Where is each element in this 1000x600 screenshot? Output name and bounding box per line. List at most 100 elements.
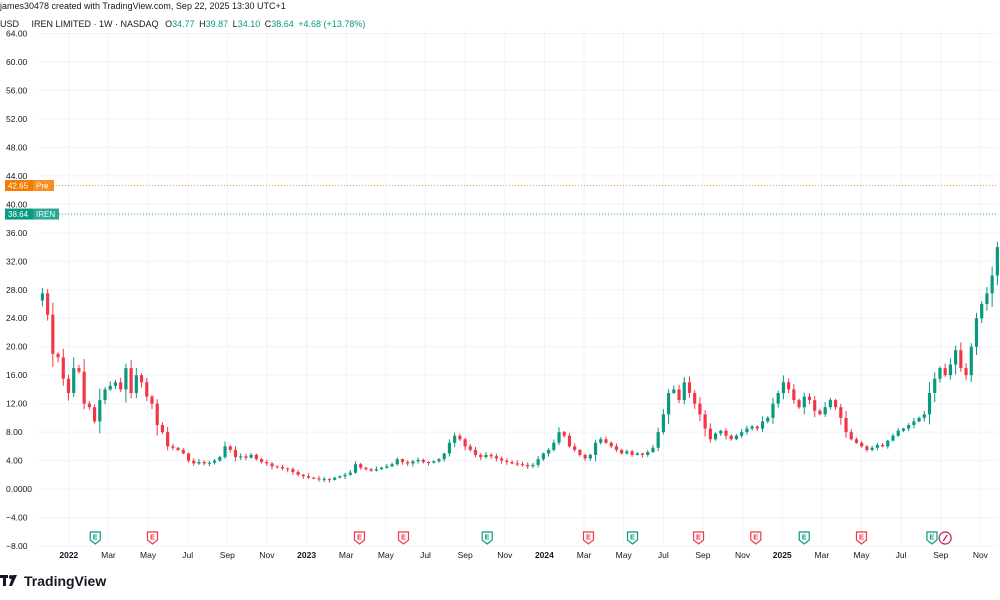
candle-body <box>145 382 149 397</box>
candle-body <box>442 453 446 460</box>
candle-body <box>745 428 749 433</box>
event-marker-bolt <box>942 534 948 542</box>
candle-body <box>259 459 264 463</box>
candle-body <box>792 389 796 401</box>
price-line-value-badge <box>5 208 33 220</box>
y-tick-label: 44.00 <box>6 171 28 181</box>
candle-body <box>468 446 472 450</box>
x-tick-label: Jul <box>658 550 669 560</box>
symbol-title[interactable]: IREN LIMITED · 1W · NASDAQ <box>31 19 159 29</box>
candle-body <box>505 460 509 463</box>
x-tick-label: Nov <box>973 550 989 560</box>
x-tick-label: May <box>853 550 870 560</box>
price-line-value: 42.65 <box>8 182 29 191</box>
candle-body <box>411 461 415 464</box>
earnings-marker <box>926 531 938 545</box>
candle-body <box>93 407 97 422</box>
candle-body <box>755 426 759 429</box>
x-tick-label: 2025 <box>773 550 792 560</box>
candle-body <box>787 382 791 390</box>
candle-body <box>406 462 410 464</box>
candle-body <box>484 454 488 458</box>
candle-body <box>176 447 180 450</box>
candle-body <box>458 435 462 440</box>
candle-body <box>875 444 879 448</box>
earnings-marker-label: E <box>93 533 98 542</box>
candle-body <box>719 430 723 434</box>
candle-body <box>98 400 102 422</box>
candles <box>40 241 999 483</box>
candle-body <box>134 375 138 393</box>
candle-body <box>578 449 582 455</box>
earnings-marker-label: E <box>859 533 864 542</box>
candle-body <box>192 460 196 464</box>
candle-body <box>453 435 457 443</box>
price-line-tag-badge <box>33 180 54 192</box>
candle-body <box>823 407 827 415</box>
candle-body <box>959 350 963 369</box>
candle-body <box>985 293 989 305</box>
candle-body <box>938 368 942 379</box>
candle-body <box>729 435 733 440</box>
candle-body <box>479 454 483 458</box>
price-chart[interactable]: 64.00 60.00 56.00 52.00 48.00 44.00 40.00 36.00… <box>0 0 1000 566</box>
candle-body <box>990 275 994 294</box>
candle-body <box>896 430 900 436</box>
x-tick-label: Jul <box>182 550 193 560</box>
x-tick-label: Mar <box>577 550 592 560</box>
candle-body <box>322 479 326 481</box>
candle-body <box>604 439 608 443</box>
close-label: C <box>264 19 272 29</box>
candle-body <box>312 477 316 479</box>
candle-body <box>155 403 159 426</box>
high-value: 39.87 <box>205 19 229 29</box>
candle-body <box>567 435 572 447</box>
change-value: +4.68 (+13.78%) <box>298 19 366 29</box>
candle-body <box>802 396 806 408</box>
candle-body <box>969 346 973 376</box>
candle-body <box>573 446 577 450</box>
candle-body <box>974 318 979 347</box>
candle-body <box>781 382 785 393</box>
candle-body <box>625 451 629 454</box>
candle-body <box>291 469 295 472</box>
candle-body <box>129 368 133 393</box>
candle-body <box>150 396 154 404</box>
candle-body <box>536 459 540 465</box>
candle-body <box>353 464 358 473</box>
y-tick-label: 40.00 <box>6 199 28 209</box>
earnings-marker-label: E <box>929 533 934 542</box>
candle-body <box>797 400 801 408</box>
x-tick-label: 2023 <box>297 550 316 560</box>
earnings-marker-label: E <box>485 533 490 542</box>
candle-body <box>588 454 592 459</box>
earnings-marker-label: E <box>586 533 591 542</box>
low-value: 34.10 <box>237 19 261 29</box>
candle-body <box>552 442 556 450</box>
candle-body <box>40 293 44 301</box>
candle-body <box>682 382 686 401</box>
candle-body <box>500 458 504 461</box>
brand-footer[interactable]: TradingView <box>0 568 300 596</box>
candle-body <box>489 454 493 457</box>
candle-body <box>640 453 645 455</box>
price-line-value: 38.64 <box>8 210 29 219</box>
candle-body <box>599 439 603 443</box>
candle-body <box>385 466 389 468</box>
candle-body <box>395 459 399 465</box>
y-tick-label: 20.00 <box>6 342 28 352</box>
candle-body <box>239 456 243 458</box>
candle-body <box>380 467 384 470</box>
candle-body <box>359 464 363 468</box>
earnings-marker <box>353 531 366 545</box>
open-label: O <box>165 19 173 29</box>
candle-body <box>343 474 347 477</box>
candle-body <box>223 446 227 458</box>
x-tick-label: Mar <box>815 550 830 560</box>
candle-body <box>317 478 321 480</box>
candle-body <box>980 304 984 319</box>
candle-body <box>635 453 639 455</box>
candle-body <box>400 459 405 463</box>
candle-body <box>541 453 545 460</box>
candle-body <box>228 446 232 450</box>
